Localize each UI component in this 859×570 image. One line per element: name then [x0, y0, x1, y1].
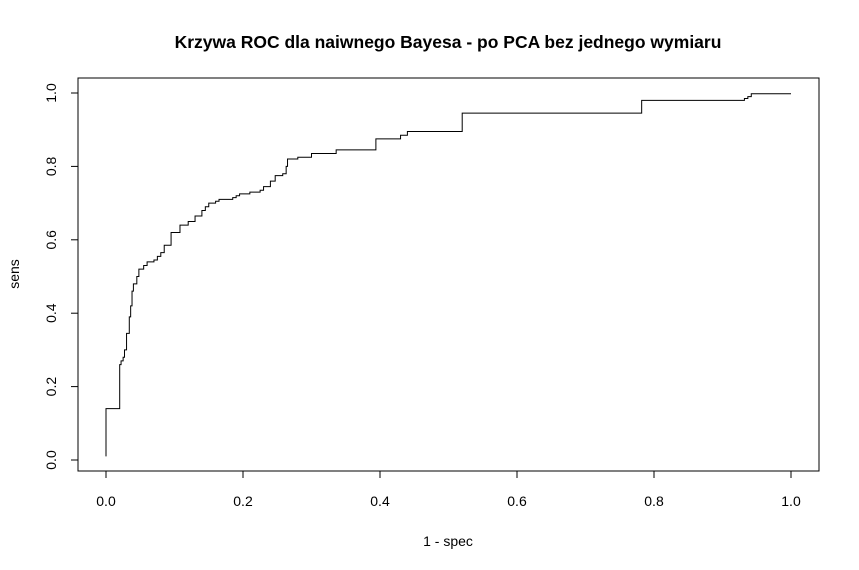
x-axis: 0.0 0.2 0.4 0.6 0.8 1.0 [96, 470, 801, 509]
y-tick-label: 0.6 [43, 230, 59, 250]
x-tick-label: 0.8 [644, 493, 664, 509]
plot-frame [77, 77, 820, 472]
y-tick-label: 1.0 [43, 83, 59, 103]
y-tick-label: 0.4 [43, 303, 59, 323]
x-tick-label: 0.4 [370, 493, 390, 509]
x-axis-label: 1 - spec [423, 533, 473, 549]
chart-title: Krzywa ROC dla naiwnego Bayesa - po PCA … [175, 32, 722, 52]
x-tick-label: 0.2 [233, 493, 253, 509]
y-tick-label: 0.8 [43, 156, 59, 176]
x-tick-label: 1.0 [781, 493, 801, 509]
y-tick-label: 0.2 [43, 377, 59, 397]
roc-curve [105, 93, 791, 457]
y-axis: 0.0 0.2 0.4 0.6 0.8 1.0 [43, 83, 79, 470]
x-tick-label: 0.6 [507, 493, 527, 509]
x-tick-label: 0.0 [96, 493, 116, 509]
y-tick-label: 0.0 [43, 450, 59, 470]
y-axis-label: sens [6, 259, 22, 289]
